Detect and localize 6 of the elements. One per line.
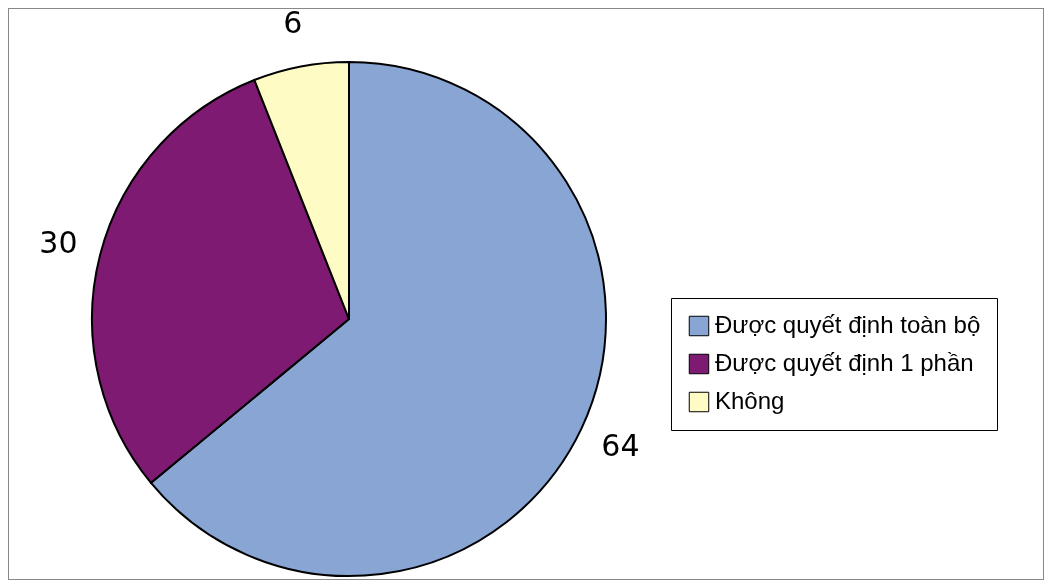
legend-label: Được quyết định toàn bộ xyxy=(715,311,981,338)
legend-label: Không xyxy=(715,387,785,414)
data-label: 64 xyxy=(601,427,640,463)
legend-label: Được quyết định 1 phần xyxy=(715,349,974,376)
data-label: 30 xyxy=(39,225,78,261)
data-label: 6 xyxy=(283,5,303,41)
